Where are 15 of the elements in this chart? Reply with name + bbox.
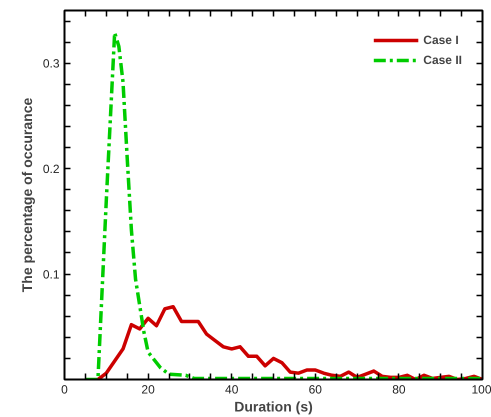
x-tick-label: 100 <box>471 382 491 396</box>
x-axis-title: Duration (s) <box>234 398 313 414</box>
legend-label: Case II <box>423 53 462 67</box>
x-tick-label: 20 <box>141 382 156 396</box>
x-tick-label: 0 <box>61 382 68 396</box>
legend-label: Case I <box>423 33 459 47</box>
x-tick-label: 40 <box>225 382 239 396</box>
y-tick-label: 0.3 <box>42 56 60 71</box>
x-tick-label: 60 <box>308 382 322 396</box>
line-series <box>84 30 482 380</box>
y-axis-title: The percentage of occurance <box>18 98 35 292</box>
line-series <box>96 305 482 380</box>
y-tick-label: 0.2 <box>42 162 60 176</box>
y-tick-label: 0.1 <box>42 268 60 282</box>
x-tick-label: 80 <box>392 382 406 396</box>
